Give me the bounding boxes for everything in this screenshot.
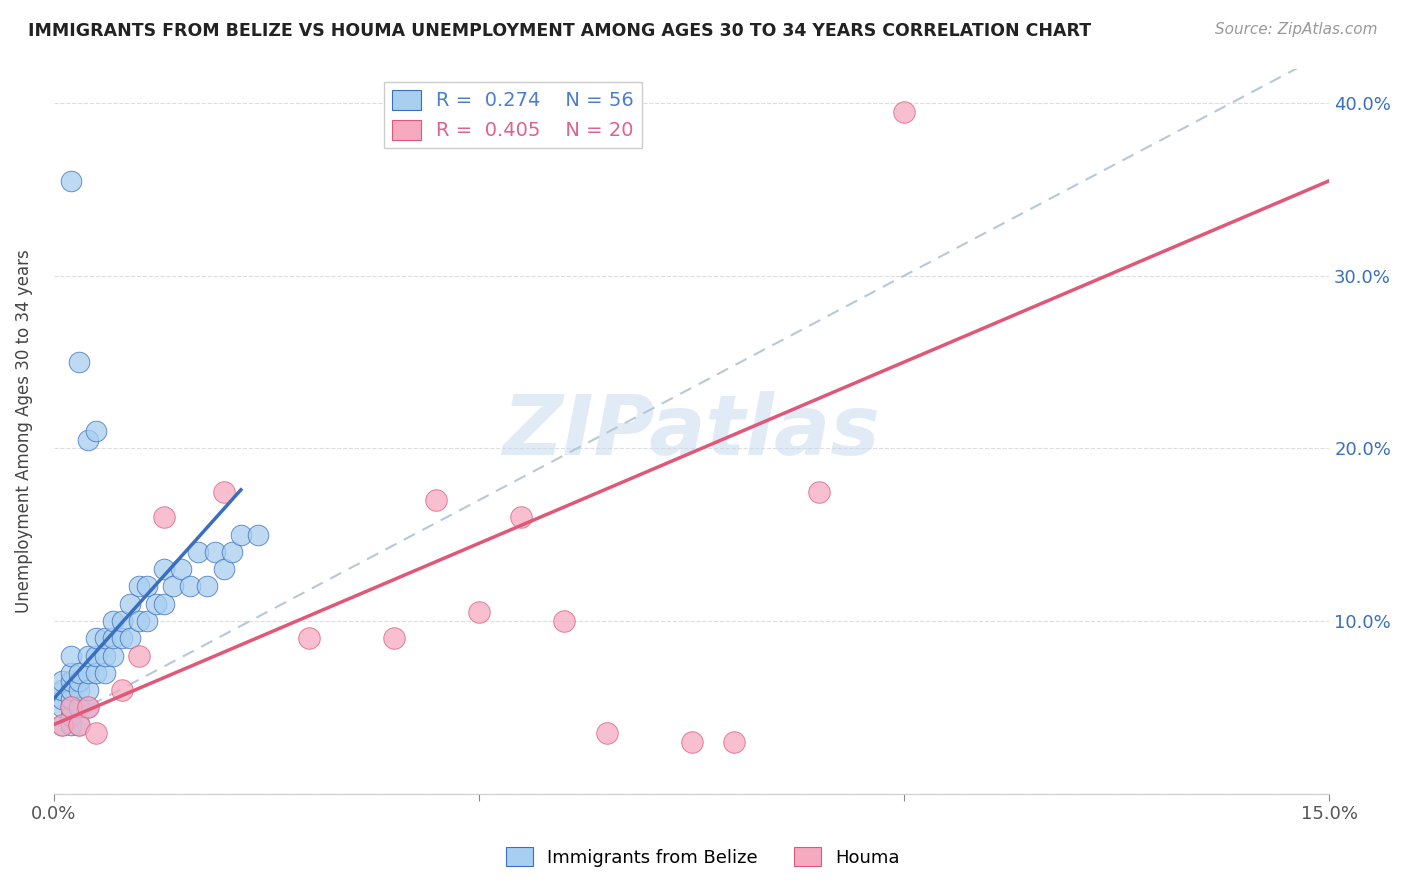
Point [553,614,575,628]
Point [94,665,117,680]
Point [153,510,176,524]
Legend: Immigrants from Belize, Houma: Immigrants from Belize, Houma [499,840,907,874]
Point [76,433,98,447]
Point [67,700,90,714]
Point [94,632,117,646]
Point [510,510,533,524]
Point [111,683,134,698]
Point [67,355,90,369]
Point [111,632,134,646]
Point [51,717,73,731]
Point [59,691,82,706]
Point [298,632,321,646]
Point [67,717,90,731]
Point [893,104,915,119]
Point [120,632,142,646]
Point [468,606,491,620]
Point [59,648,82,663]
Point [136,579,159,593]
Point [179,579,201,593]
Point [51,717,73,731]
Point [204,545,226,559]
Point [59,717,82,731]
Point [170,562,193,576]
Point [59,674,82,689]
Point [153,597,176,611]
Point [51,674,73,689]
Point [128,648,150,663]
Point [136,614,159,628]
Point [212,484,235,499]
Point [76,683,98,698]
Point [67,674,90,689]
Point [103,632,125,646]
Point [59,700,82,714]
Point [86,726,108,740]
Point [212,562,235,576]
Point [808,484,831,499]
Point [51,691,73,706]
Point [153,562,176,576]
Point [59,700,82,714]
Text: ZIPatlas: ZIPatlas [502,391,880,472]
Point [94,648,117,663]
Point [103,648,125,663]
Point [51,683,73,698]
Point [246,527,269,541]
Point [86,632,108,646]
Text: IMMIGRANTS FROM BELIZE VS HOUMA UNEMPLOYMENT AMONG AGES 30 TO 34 YEARS CORRELATI: IMMIGRANTS FROM BELIZE VS HOUMA UNEMPLOY… [28,22,1091,40]
Point [59,683,82,698]
Point [120,597,142,611]
Point [59,174,82,188]
Text: Source: ZipAtlas.com: Source: ZipAtlas.com [1215,22,1378,37]
Point [67,683,90,698]
Point [86,424,108,438]
Point [229,527,252,541]
Point [103,614,125,628]
Point [681,735,703,749]
Point [162,579,184,593]
Point [723,735,745,749]
Point [67,717,90,731]
Point [67,665,90,680]
Point [76,700,98,714]
Point [221,545,243,559]
Point [86,648,108,663]
Point [187,545,209,559]
Point [59,709,82,723]
Point [76,648,98,663]
Point [145,597,167,611]
Point [86,665,108,680]
Y-axis label: Unemployment Among Ages 30 to 34 years: Unemployment Among Ages 30 to 34 years [15,249,32,613]
Point [59,665,82,680]
Point [76,665,98,680]
Point [425,493,447,508]
Point [195,579,218,593]
Point [128,614,150,628]
Legend: R =  0.274    N = 56, R =  0.405    N = 20: R = 0.274 N = 56, R = 0.405 N = 20 [384,82,643,148]
Point [111,614,134,628]
Point [595,726,617,740]
Point [382,632,405,646]
Point [51,700,73,714]
Point [128,579,150,593]
Point [76,700,98,714]
